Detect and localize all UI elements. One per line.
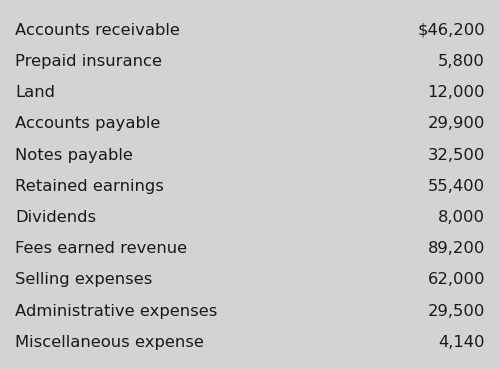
Text: $46,200: $46,200 (417, 23, 485, 38)
Text: 55,400: 55,400 (428, 179, 485, 194)
Text: 32,500: 32,500 (428, 148, 485, 163)
Text: 5,800: 5,800 (438, 54, 485, 69)
Text: Notes payable: Notes payable (15, 148, 133, 163)
Text: Prepaid insurance: Prepaid insurance (15, 54, 162, 69)
Text: 12,000: 12,000 (428, 85, 485, 100)
Text: Accounts payable: Accounts payable (15, 117, 161, 131)
Text: Retained earnings: Retained earnings (15, 179, 164, 194)
Text: Miscellaneous expense: Miscellaneous expense (15, 335, 204, 350)
Text: Land: Land (15, 85, 55, 100)
Text: 8,000: 8,000 (438, 210, 485, 225)
Text: 29,900: 29,900 (428, 117, 485, 131)
Text: Selling expenses: Selling expenses (15, 272, 152, 287)
Text: 29,500: 29,500 (428, 304, 485, 319)
Text: 62,000: 62,000 (428, 272, 485, 287)
Text: Administrative expenses: Administrative expenses (15, 304, 218, 319)
Text: 4,140: 4,140 (438, 335, 485, 350)
Text: 89,200: 89,200 (428, 241, 485, 256)
Text: Fees earned revenue: Fees earned revenue (15, 241, 187, 256)
Text: Dividends: Dividends (15, 210, 96, 225)
Text: Accounts receivable: Accounts receivable (15, 23, 180, 38)
